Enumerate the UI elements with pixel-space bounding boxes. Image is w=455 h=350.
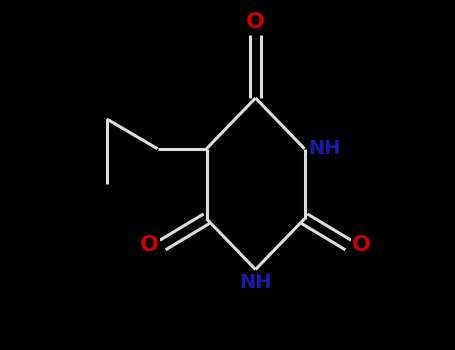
Text: O: O [352,235,371,255]
Text: O: O [246,12,265,32]
Text: O: O [140,235,159,255]
Text: NH: NH [308,139,340,158]
Text: NH: NH [239,273,272,292]
